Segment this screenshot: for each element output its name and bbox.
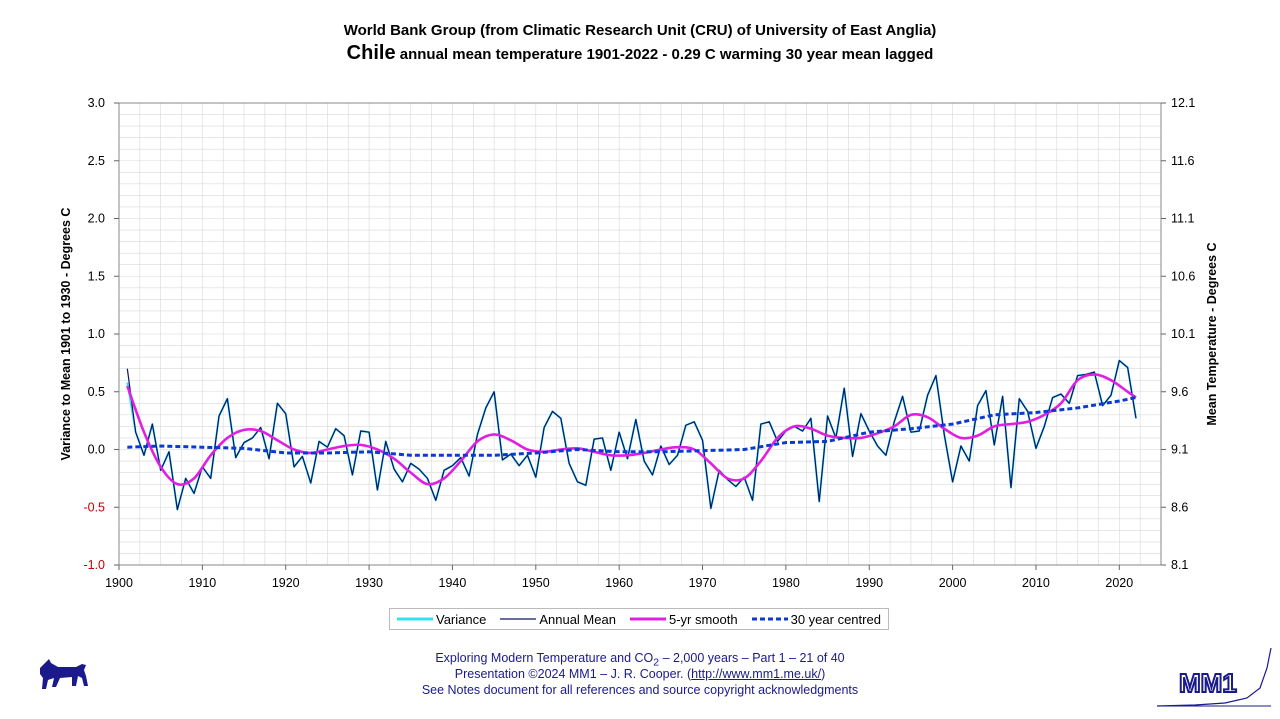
legend-swatch-30yr-centred [751,617,788,621]
y-tick-label-right: 10.6 [1171,269,1195,283]
y-tick-label-left: -1.0 [83,558,105,572]
x-tick-label: 1990 [855,576,883,590]
y-axis-right-label: Mean Temperature - Degrees C [1205,242,1219,425]
footer-link[interactable]: http://www.mm1.me.uk/ [691,667,822,681]
series-group [126,359,1137,511]
footer-line-2-prefix: Presentation ©2024 MM1 – J. R. Cooper. ( [454,667,692,681]
x-tick-label: 1980 [772,576,800,590]
legend-item-variance: Variance [397,612,486,627]
x-tick-label: 2000 [939,576,967,590]
y-axis-left-ticks: 3.0 2.5 2.0 1.5 1.0 0.5 0.0 -0.5 -1.0 [83,96,119,572]
footer-line-1: Exploring Modern Temperature and CO2 – 2… [0,651,1280,669]
y-axis-left-label: Variance to Mean 1901 to 1930 - Degrees … [59,208,73,461]
x-tick-label: 2020 [1105,576,1133,590]
y-tick-label-right: 11.1 [1171,212,1194,226]
x-tick-label: 1960 [605,576,633,590]
legend-item-5yr-smooth: 5-yr smooth [629,611,738,627]
series-line-annual-mean [126,359,1137,511]
y-tick-label-left: 2.5 [88,154,105,168]
footer-line-2-suffix: ) [821,667,826,681]
chart-title-line1: World Bank Group (from Climatic Research… [343,22,937,39]
series-line-5-yr-smooth [126,373,1137,487]
logo-text: MM1 [1179,668,1237,698]
x-tick-label: 1910 [188,576,216,590]
series-line-variance [126,359,1137,511]
footer-line-2: Presentation ©2024 MM1 – J. R. Cooper. (… [0,667,1280,681]
dog-icon [40,659,88,689]
country-name: Chile [346,42,396,64]
y-tick-label-left: 0.5 [88,385,105,399]
footer-line-1-sub: 2 [653,657,660,669]
series-line-30-year-centred [127,396,1137,457]
legend-label-5yr-smooth: 5-yr smooth [668,611,738,627]
x-tick-label: 1900 [105,576,133,590]
legend-label-variance: Variance [436,611,487,627]
x-tick-label: 2010 [1022,576,1050,590]
legend-item-30yr-centred: 30 year centred [751,611,881,627]
x-tick-label: 1930 [355,576,383,590]
x-tick-label: 1970 [689,576,717,590]
x-axis-ticks: 1900 1910 1920 1930 1940 1950 1960 1970 1980 1990… [105,565,1133,590]
footer-line-1-suffix: – 2,000 years – Part 1 – 21 of 40 [659,651,845,665]
y-tick-label-right: 11.6 [1171,154,1194,168]
y-tick-label-right: 8.1 [1171,558,1188,572]
y-tick-label-left: 0.0 [88,443,105,457]
chart-title-line2: Chile annual mean temperature 1901-2022 … [0,42,1280,65]
y-tick-label-right: 10.1 [1171,327,1195,341]
grid-lines [118,102,1162,566]
legend-label-annual-mean: Annual Mean [539,611,616,627]
y-tick-label-left: 2.0 [88,212,105,226]
legend-swatch-annual-mean [500,618,537,620]
legend-swatch-variance [397,617,433,621]
legend-item-annual-mean: Annual Mean [500,612,616,627]
footer-line-3: See Notes document for all references an… [421,683,859,697]
y-tick-label-left: -0.5 [83,500,105,514]
y-tick-label-right: 8.6 [1171,500,1188,514]
y-tick-label-left: 3.0 [88,96,105,110]
chart-subtitle: annual mean temperature 1901-2022 - 0.29… [399,46,934,63]
x-tick-label: 1920 [272,576,300,590]
y-tick-label-left: 1.5 [88,269,105,283]
chart-legend: Variance Annual Mean 5-yr smooth 30 year… [389,608,889,630]
x-tick-label: 1950 [522,576,550,590]
logo-curve [1156,648,1272,707]
y-tick-label-right: 9.1 [1171,443,1188,457]
legend-label-30yr-centred: 30 year centred [790,611,881,627]
y-tick-label-right: 12.1 [1171,96,1195,110]
y-tick-label-left: 1.0 [88,327,105,341]
y-tick-label-right: 9.6 [1171,385,1188,399]
y-axis-right-ticks: 12.1 11.6 11.1 10.6 10.1 9.6 9.1 8.6 8.1 [1161,96,1195,572]
footer-line-1-prefix: Exploring Modern Temperature and CO [435,651,654,665]
mm1-logo: MM1 [1156,648,1272,707]
legend-swatch-5yr-smooth [629,617,666,621]
x-tick-label: 1940 [439,576,467,590]
